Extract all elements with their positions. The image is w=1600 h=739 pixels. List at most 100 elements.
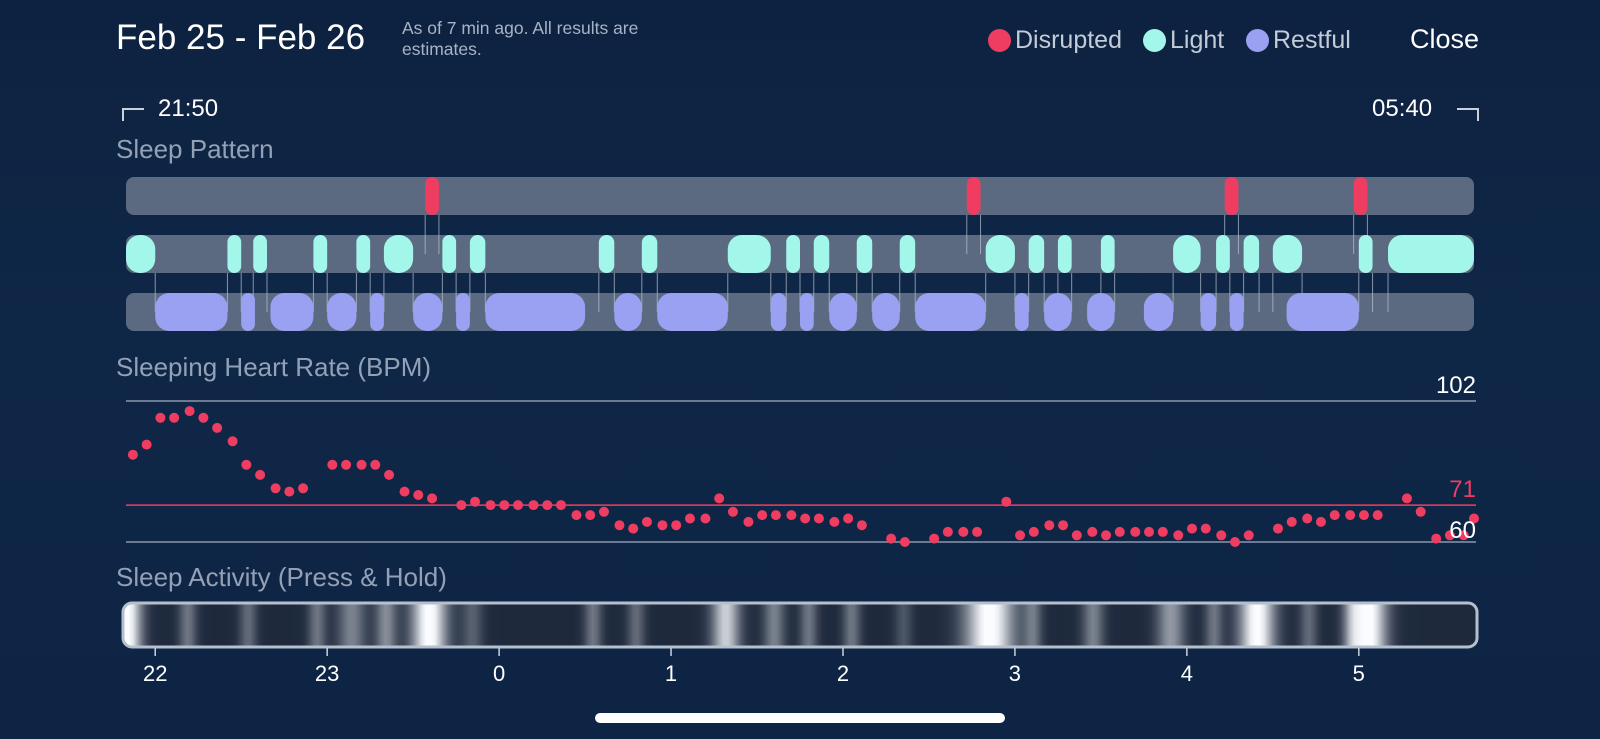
restful-segment [1200,293,1217,331]
activity-frame [121,601,1479,649]
hr-point [327,459,338,470]
restful-segment [800,293,814,331]
hr-point [886,533,897,544]
hr-point [356,459,367,470]
end-time: 05:40 [1372,95,1433,122]
hr-point [127,449,138,460]
home-indicator[interactable] [595,713,1005,723]
hr-point [1130,526,1141,537]
activity-tick-label: 1 [665,661,677,686]
hr-point [757,510,768,521]
start-time: 21:50 [158,95,219,122]
hr-point [929,533,940,544]
activity-heatmap [124,604,1476,646]
start-bracket-icon [122,108,144,121]
hr-max-label: 102 [1436,372,1476,399]
hr-point [485,500,496,511]
hr-point [684,513,695,524]
hr-point [628,523,639,534]
hr-point [1087,526,1098,537]
hr-point [1216,530,1227,541]
hr-min-label: 60 [1449,517,1476,544]
hr-point [614,520,625,531]
hr-point [556,500,567,511]
hr-point [942,526,953,537]
disrupted-segment [1353,177,1368,215]
hr-point [671,520,682,531]
light-segment [1358,235,1373,273]
legend-restful-label: Restful [1273,26,1351,54]
hr-point [1243,530,1254,541]
end-bracket-icon [1457,108,1479,121]
restful-dot-icon [1246,29,1269,52]
hr-point [813,513,824,524]
legend-light: Light [1143,26,1224,55]
restful-segment [1143,293,1174,331]
activity-tick-label: 5 [1353,661,1365,686]
hr-point [427,493,438,504]
hr-point [1286,516,1297,527]
hr-point [212,422,223,433]
activity-tick-label: 4 [1181,661,1193,686]
hr-point [1071,530,1082,541]
hr-point [499,500,510,511]
hr-point [800,513,811,524]
hr-point [1173,530,1184,541]
hr-point [198,412,209,423]
restful-segment [270,293,314,331]
hr-point [184,406,195,417]
hr-point [298,483,309,494]
hr-point [370,459,381,470]
hr-point [542,500,553,511]
light-segment [313,235,328,273]
sleep-activity-title: Sleep Activity (Press & Hold) [116,562,447,592]
restful-segment [915,293,986,331]
hr-point [1157,526,1168,537]
hr-point [714,493,725,504]
hr-point [284,486,295,497]
hr-point [1345,510,1356,521]
hr-point [341,459,352,470]
light-segment [126,235,156,273]
light-segment [786,235,800,273]
hr-point [829,516,840,527]
light-segment [442,235,457,273]
estimate-note: As of 7 min ago. All results are estimat… [402,18,639,59]
restful-segment [1044,293,1072,331]
restful-segment [413,293,443,331]
restful-segment [770,293,787,331]
activity-tick-label: 2 [837,661,849,686]
activity-tick-label: 22 [143,661,167,686]
hr-average-label: 71 [1449,476,1476,503]
date-range-title: Feb 25 - Feb 26 [116,18,366,57]
hr-point [786,510,797,521]
light-segment [1100,235,1115,273]
hr-point [528,500,539,511]
hr-point [1230,537,1241,547]
close-button[interactable]: Close [1410,24,1480,54]
light-segment [598,235,615,273]
restful-segment [155,293,228,331]
restful-segment [456,293,470,331]
hr-point [241,459,252,470]
hr-point [641,516,652,527]
hr-point [1058,520,1069,531]
light-segment [813,235,830,273]
light-segment [227,235,242,273]
hr-point [1187,523,1198,534]
hr-point [227,436,238,447]
restful-segment [614,293,642,331]
hr-point [598,506,609,517]
hr-point [456,500,467,511]
light-dot-icon [1143,29,1166,52]
hr-point [958,526,969,537]
hr-point [743,516,754,527]
hr-point [1200,523,1211,534]
hr-point [657,520,668,531]
restful-segment [829,293,857,331]
light-segment [1173,235,1201,273]
hr-point [571,510,582,521]
light-segment [1028,235,1045,273]
restful-segment [657,293,728,331]
